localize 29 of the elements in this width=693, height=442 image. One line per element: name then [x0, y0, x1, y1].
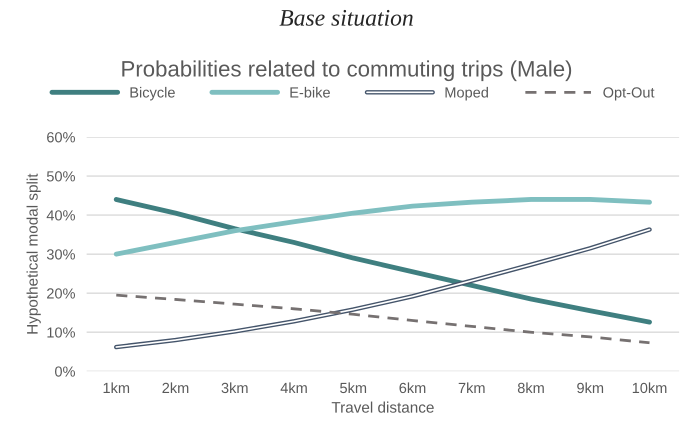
x-tick-label: 5km [340, 382, 366, 394]
line-series [114, 294, 651, 344]
x-tick-label: 10km [632, 382, 666, 394]
y-tick-label: 50% [46, 171, 75, 182]
legend-label: E-bike [290, 86, 330, 98]
x-tick-label: 6km [399, 382, 426, 394]
legend-label: Bicycle [130, 86, 175, 100]
y-tick-label: 40% [46, 210, 75, 221]
y-tick-label: 20% [47, 288, 75, 299]
y-tick-label: 10% [47, 327, 75, 338]
x-tick-label: 2km [162, 382, 188, 393]
x-tick-label: 4km [280, 382, 307, 393]
x-tick-label: 8km [518, 382, 544, 394]
x-axis-title: Travel distance [332, 402, 434, 413]
legend-label: Moped [446, 86, 488, 100]
x-tick-label: 3km [222, 382, 248, 394]
line-series [114, 197, 652, 257]
y-tick-label: 60% [47, 132, 75, 142]
x-tick-label: 1km [104, 382, 130, 393]
line-series [114, 197, 652, 325]
y-tick-label: 0% [55, 366, 75, 377]
legend-label: Opt-Out [603, 87, 654, 100]
y-axis-title: Hypothetical modal split [26, 174, 41, 334]
chart-title: Base situation [279, 10, 413, 26]
chart-subtitle: Probabilities related to commuting trips (Male) [122, 60, 572, 82]
x-tick-label: 7km [458, 382, 485, 393]
line-series [114, 227, 652, 350]
x-tick-label: 9km [577, 382, 604, 394]
y-tick-label: 30% [46, 249, 75, 260]
